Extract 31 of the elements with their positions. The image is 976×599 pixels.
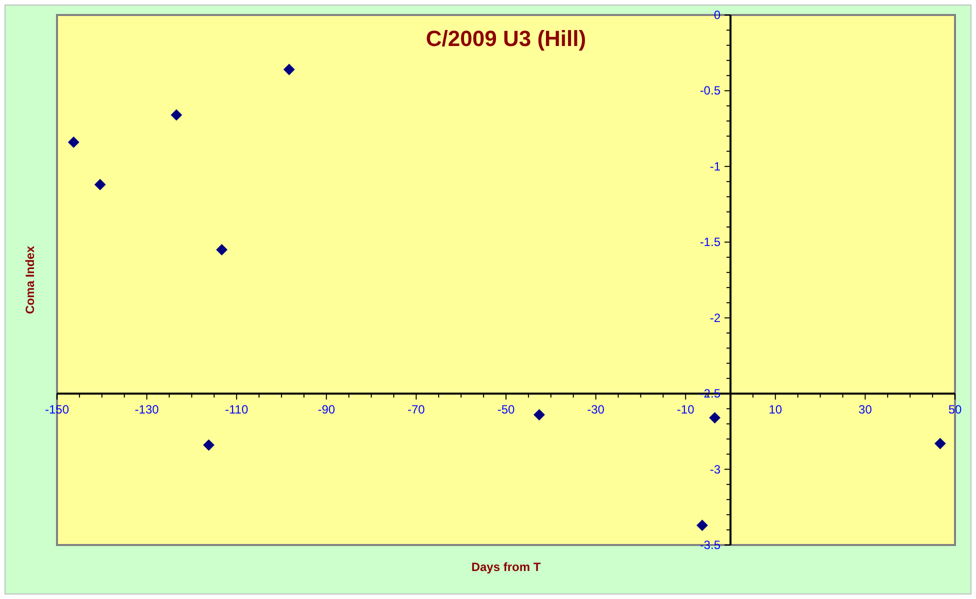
x-tick-label: -10 xyxy=(676,402,695,417)
y-tick-label: -2 xyxy=(710,310,721,325)
point xyxy=(170,109,182,120)
x-tick-label: -130 xyxy=(134,402,160,417)
point xyxy=(203,440,214,451)
x-tick-label: -150 xyxy=(44,402,70,417)
x-tick-label: 50 xyxy=(948,402,962,417)
y-tick-label: -3.5 xyxy=(700,538,721,552)
point xyxy=(696,520,708,531)
y-tick-label: -3 xyxy=(710,462,721,476)
point xyxy=(94,179,106,190)
y-tick-label: 0 xyxy=(714,8,721,22)
y-tick-label: -1 xyxy=(710,159,721,174)
point xyxy=(68,136,80,148)
y-axis-title: Coma Index xyxy=(23,246,37,314)
x-tick-label: 10 xyxy=(768,402,782,417)
y-tick-label: -0.5 xyxy=(700,84,721,98)
point xyxy=(934,438,946,450)
point xyxy=(284,64,295,76)
point xyxy=(216,244,228,256)
x-tick-label: 30 xyxy=(858,402,872,417)
x-tick-label: -110 xyxy=(225,402,248,417)
x-tick-label: -50 xyxy=(497,402,515,417)
text: C/2009 U3 (Hill) xyxy=(426,26,586,51)
x-tick-label: -90 xyxy=(318,402,336,417)
y-tick-label: -1.5 xyxy=(700,235,721,250)
point xyxy=(709,412,720,424)
x-tick-label: -30 xyxy=(587,402,605,417)
x-tick-label: -70 xyxy=(408,402,426,417)
point xyxy=(534,409,545,420)
x-axis-title: Days from T xyxy=(471,560,542,574)
